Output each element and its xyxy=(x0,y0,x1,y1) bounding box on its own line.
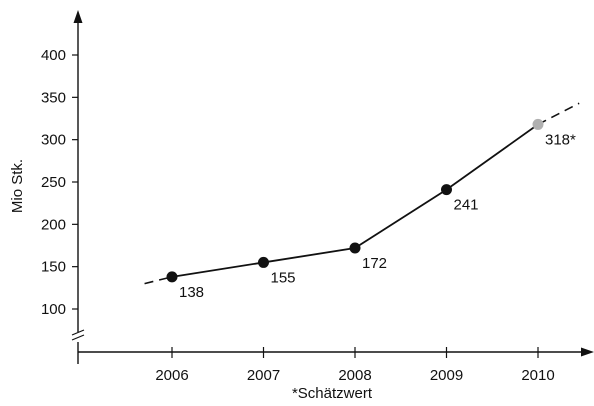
y-tick-label-300: 300 xyxy=(41,132,66,149)
y-ticks: 100 150 200 250 300 350 400 xyxy=(41,47,78,318)
x-tick-label-2006: 2006 xyxy=(155,367,188,384)
y-tick-label-100: 100 xyxy=(41,301,66,318)
data-label-2008: 172 xyxy=(362,255,387,272)
x-axis-note: *Schätzwert xyxy=(292,385,373,402)
x-tick-label-2007: 2007 xyxy=(247,367,280,384)
y-tick-label-150: 150 xyxy=(41,259,66,276)
series-line xyxy=(171,123,539,278)
x-axis-arrow-icon xyxy=(581,347,594,357)
series-group: 138 155 172 241 318* xyxy=(144,102,580,301)
x-tick-label-2009: 2009 xyxy=(430,367,463,384)
data-label-2010: 318* xyxy=(545,131,576,148)
line-extension-after xyxy=(537,102,580,126)
data-point-2006 xyxy=(166,271,178,283)
data-point-2009 xyxy=(441,184,452,196)
x-tick-label-2010: 2010 xyxy=(521,367,554,384)
data-label-2009: 241 xyxy=(454,197,479,214)
y-tick-label-200: 200 xyxy=(41,216,66,233)
y-axis-arrow-icon xyxy=(73,10,83,23)
y-tick-label-350: 350 xyxy=(41,89,66,106)
y-axis: 100 150 200 250 300 350 400 Mio Stk. xyxy=(9,10,85,364)
data-point-2007 xyxy=(258,256,269,268)
y-tick-label-400: 400 xyxy=(41,47,66,64)
data-label-2007: 155 xyxy=(271,269,296,286)
x-ticks: 2006 2007 2008 2009 2010 xyxy=(155,347,555,384)
data-point-2010 xyxy=(532,118,544,130)
x-axis: 2006 2007 2008 2009 2010 *Schätzwert xyxy=(78,347,594,402)
y-tick-label-250: 250 xyxy=(41,174,66,191)
x-tick-label-2008: 2008 xyxy=(338,367,371,384)
axis-break-icon xyxy=(71,329,85,341)
y-axis-label: Mio Stk. xyxy=(9,159,26,213)
data-point-2008 xyxy=(349,242,361,254)
data-label-2006: 138 xyxy=(179,284,204,301)
